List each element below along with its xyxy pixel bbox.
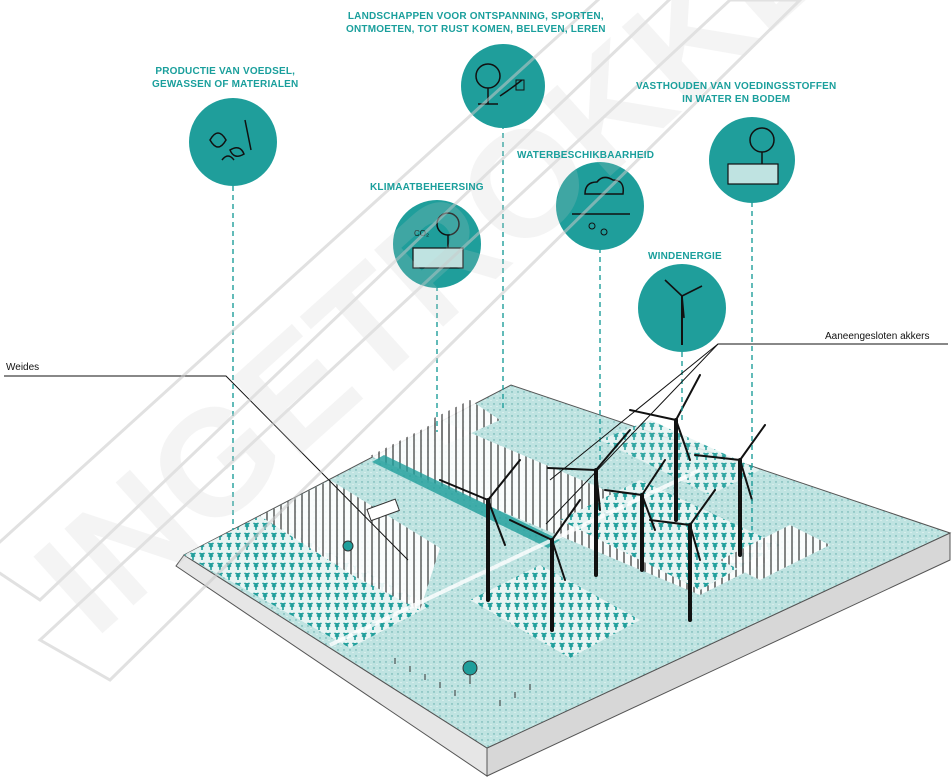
climate-co2-soil-icon: CO₂	[393, 200, 481, 288]
callout-weides: Weides	[6, 362, 40, 373]
recreation-tree-icon	[461, 44, 545, 128]
callout-akkers: Aaneengesloten akkers	[825, 331, 930, 342]
nutrient-soil-tree-icon	[709, 117, 795, 203]
label-productie: PRODUCTIE VAN VOEDSEL, GEWASSEN OF MATERI…	[152, 66, 299, 90]
label-wind: WINDENERGIE	[648, 251, 722, 262]
food-crops-icon	[189, 98, 277, 186]
wind-turbine-icon	[638, 264, 726, 352]
label-water: WATERBESCHIKBAARHEID	[517, 150, 655, 161]
rain-cloud-icon	[556, 162, 644, 250]
label-klimaat: KLIMAATBEHEERSING	[370, 182, 484, 193]
svg-text:CO₂: CO₂	[414, 229, 429, 238]
label-voeding: VASTHOUDEN VAN VOEDINGSSTOFFEN IN WATER E…	[636, 81, 837, 105]
label-landschappen: LANDSCHAPPEN VOOR ONTSPANNING, SPORTEN, O…	[346, 11, 606, 35]
